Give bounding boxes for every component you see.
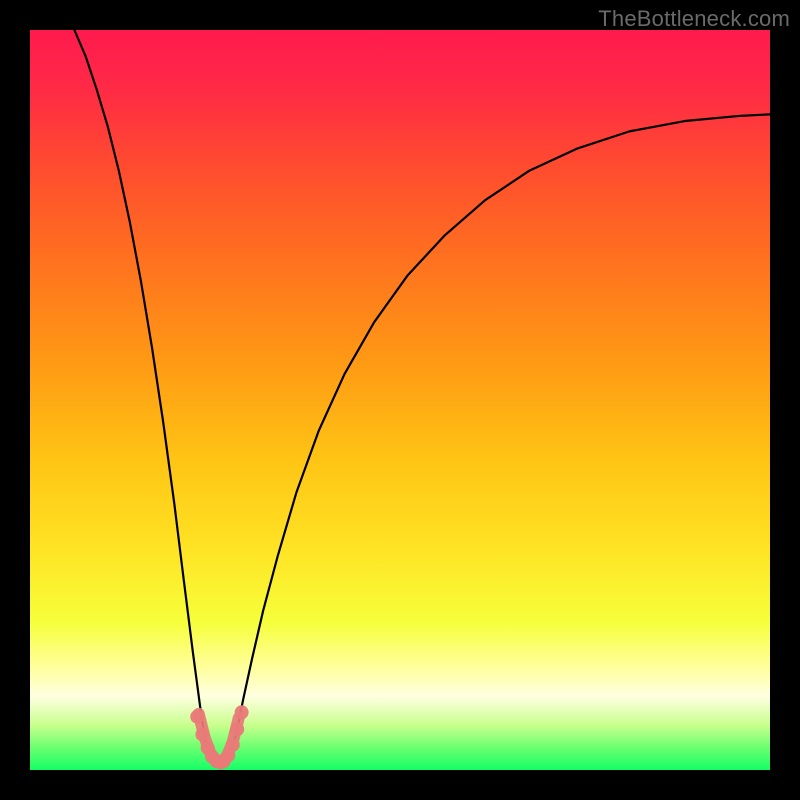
- watermark-text: TheBottleneck.com: [598, 6, 790, 32]
- marker-dot: [230, 722, 244, 736]
- canvas-outer: TheBottleneck.com: [0, 0, 800, 800]
- marker-dot: [190, 710, 204, 724]
- series-group: [74, 30, 770, 760]
- curve-layer: [30, 30, 770, 770]
- marker-dot: [195, 727, 209, 741]
- series-right-ascent: [230, 114, 770, 759]
- plot-area: [30, 30, 770, 770]
- marker-dot: [235, 705, 249, 719]
- series-left-descent: [74, 30, 209, 760]
- marker-dot: [226, 738, 240, 752]
